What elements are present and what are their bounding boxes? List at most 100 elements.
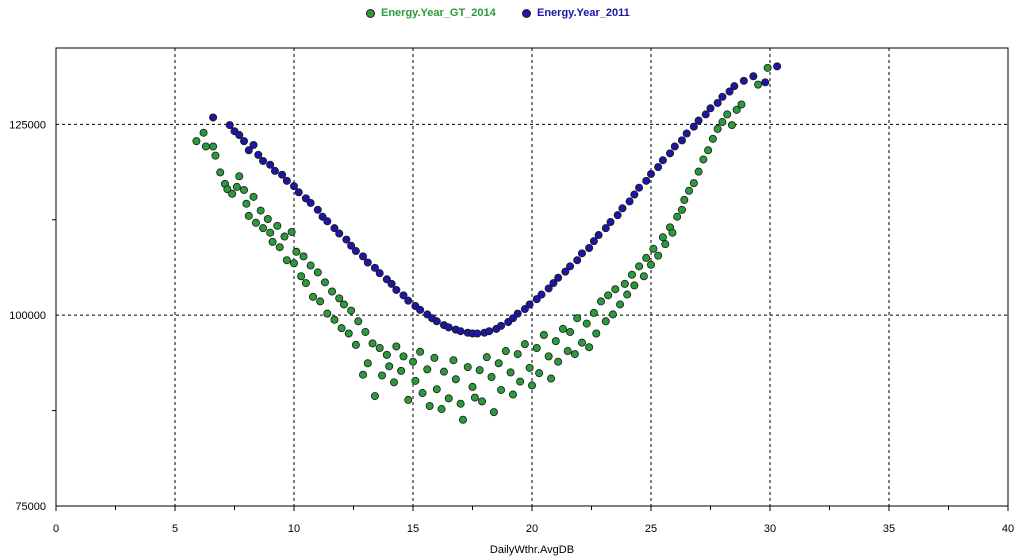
point-s0-31	[306, 261, 315, 270]
point-s1-4	[240, 137, 249, 146]
point-s0-63	[418, 389, 427, 398]
x-tick-label-6: 30	[764, 523, 776, 535]
point-s0-135	[694, 167, 703, 176]
point-s1-74	[642, 176, 651, 185]
point-s1-69	[613, 211, 622, 220]
point-s0-122	[642, 253, 651, 262]
point-s0-100	[558, 324, 567, 333]
point-s1-64	[585, 243, 594, 252]
x-axis-title: DailyWthr.AvgDB	[490, 544, 574, 556]
point-s0-48	[363, 359, 372, 368]
point-s1-71	[625, 197, 634, 206]
point-s0-42	[344, 329, 353, 338]
point-s0-1	[199, 128, 208, 137]
point-s0-37	[328, 287, 337, 296]
legend-label-series-1: Energy.Year_2011	[537, 7, 630, 19]
point-s0-33	[313, 268, 322, 277]
point-s0-55	[389, 378, 398, 387]
point-s0-80	[482, 353, 491, 362]
point-s0-41	[339, 300, 348, 309]
point-s0-85	[501, 347, 510, 356]
point-s0-87	[508, 390, 517, 399]
point-s0-52	[378, 371, 387, 380]
point-s0-84	[497, 385, 506, 394]
point-s0-19	[266, 228, 275, 237]
point-s0-51	[375, 343, 384, 352]
point-s1-86	[713, 98, 722, 107]
point-s0-20	[268, 237, 277, 246]
point-s1-23	[347, 241, 356, 250]
point-s0-115	[616, 300, 625, 309]
point-s0-120	[635, 262, 644, 271]
grid-lines	[56, 48, 1008, 506]
point-s1-58	[549, 279, 558, 288]
legend-item-series-1: Energy.Year_2011	[522, 7, 630, 19]
point-s0-57	[397, 366, 406, 375]
point-s0-24	[282, 256, 291, 265]
point-s0-103	[570, 350, 579, 359]
point-s0-86	[506, 368, 515, 377]
point-s0-130	[673, 212, 682, 221]
point-s0-22	[275, 243, 284, 252]
point-s0-32	[309, 292, 318, 301]
point-s0-43	[347, 306, 356, 315]
point-s1-31	[392, 285, 401, 294]
point-s1-91	[749, 72, 758, 81]
point-s0-102	[566, 327, 575, 336]
point-s0-44	[351, 340, 360, 349]
point-s0-45	[354, 317, 363, 326]
point-s1-30	[387, 279, 396, 288]
point-s0-98	[551, 337, 560, 346]
point-s0-53	[382, 350, 391, 359]
point-s1-67	[601, 224, 610, 233]
point-s0-104	[573, 314, 582, 323]
point-s1-81	[682, 129, 691, 138]
point-s0-114	[611, 285, 620, 294]
point-s0-137	[704, 146, 713, 155]
point-s1-87	[718, 92, 727, 101]
point-s0-93	[532, 343, 541, 352]
point-s0-125	[654, 251, 663, 260]
point-s1-42	[456, 327, 465, 336]
point-s1-89	[730, 82, 739, 91]
point-s0-36	[323, 309, 332, 318]
point-s1-1	[225, 121, 234, 130]
y-axis: 75000 100000 125000	[9, 119, 46, 513]
point-s0-12	[242, 199, 251, 208]
point-s0-69	[439, 367, 448, 376]
point-s1-84	[701, 110, 710, 119]
point-s1-15	[301, 194, 310, 203]
point-s0-65	[425, 402, 434, 411]
point-s1-66	[594, 231, 603, 240]
point-s1-40	[444, 323, 453, 332]
point-s0-47	[361, 327, 370, 336]
point-s1-17	[313, 205, 322, 214]
point-s0-90	[520, 340, 529, 349]
point-s0-83	[494, 359, 503, 368]
point-s0-108	[589, 308, 598, 317]
point-s0-140	[718, 118, 727, 127]
point-s0-25	[287, 227, 296, 236]
point-s1-11	[278, 170, 287, 179]
point-s0-95	[539, 331, 548, 340]
point-s0-143	[732, 105, 741, 114]
x-tick-label-7: 35	[883, 523, 895, 535]
point-s1-78	[666, 149, 675, 158]
point-s0-40	[337, 324, 346, 333]
point-s1-24	[351, 247, 360, 256]
point-s0-60	[408, 357, 417, 366]
point-s0-5	[216, 168, 225, 177]
point-s1-9	[266, 160, 275, 169]
x-tick-label-8: 40	[1002, 523, 1014, 535]
point-s1-16	[306, 198, 315, 207]
point-s1-6	[249, 140, 258, 149]
point-s0-121	[639, 272, 648, 281]
point-s0-107	[585, 343, 594, 352]
point-s0-74	[458, 415, 467, 424]
point-s0-139	[713, 124, 722, 133]
point-s0-9	[232, 182, 241, 191]
point-s0-127	[661, 240, 670, 249]
point-s0-10	[235, 172, 244, 181]
point-s1-55	[532, 295, 541, 304]
point-s1-29	[382, 275, 391, 284]
